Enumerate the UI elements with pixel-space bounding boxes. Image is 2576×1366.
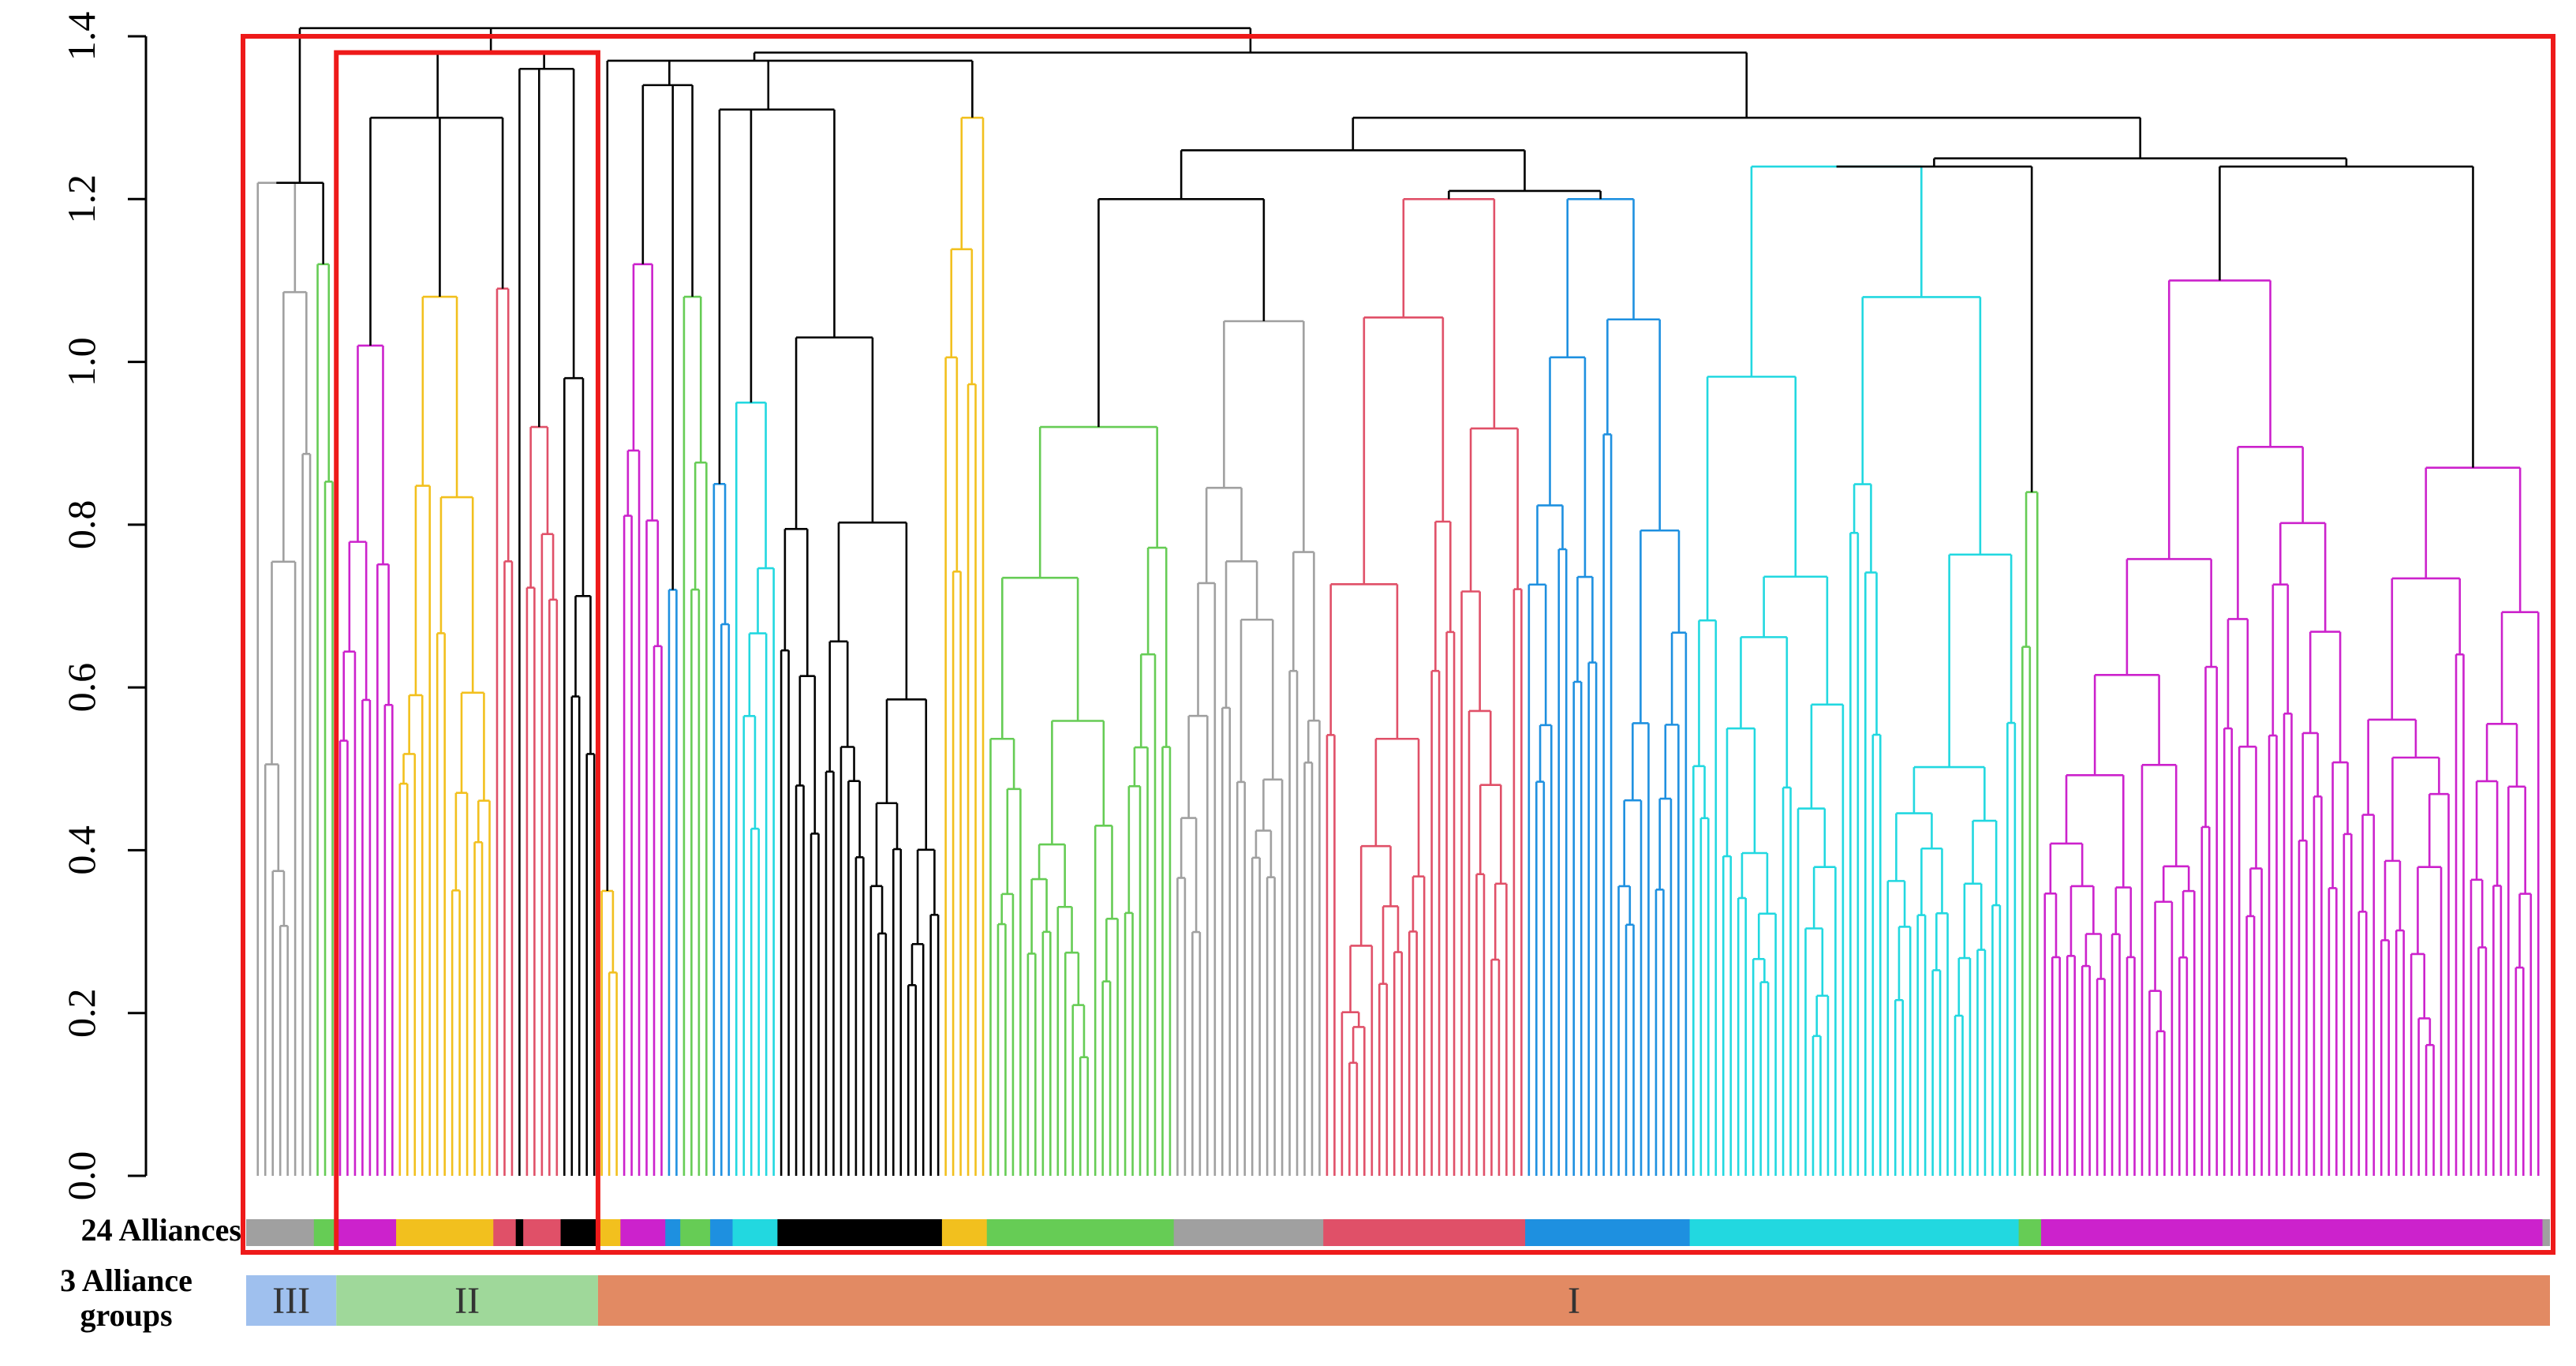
y-tick-label: 0.4 bbox=[59, 825, 103, 875]
alliance-segment bbox=[560, 1219, 599, 1246]
alliance-segment bbox=[777, 1219, 943, 1246]
alliance-group-label: II bbox=[454, 1280, 480, 1322]
y-tick-label: 0.8 bbox=[59, 500, 103, 550]
alliances-row-label: 24 Alliances bbox=[81, 1212, 241, 1248]
y-axis: 0.0 0.2 0.4 0.6 0.8 1.0 1.2 1.4 bbox=[59, 12, 148, 1201]
groups-row-label-line1: 3 Alliance bbox=[60, 1263, 193, 1298]
y-tick-label: 0.0 bbox=[59, 1151, 103, 1201]
alliance-segment bbox=[620, 1219, 666, 1246]
alliance-group-segment bbox=[597, 1275, 2550, 1326]
outer-box bbox=[241, 34, 2555, 1255]
alliance-segment bbox=[313, 1219, 337, 1246]
alliance-segment bbox=[1689, 1219, 2020, 1246]
alliance-segment bbox=[1323, 1219, 1526, 1246]
alliance-group-label: III bbox=[272, 1280, 310, 1322]
y-tick-label: 1.0 bbox=[59, 337, 103, 387]
alliance-segment bbox=[1525, 1219, 1691, 1246]
alliance-segment bbox=[493, 1219, 517, 1246]
alliance-segment bbox=[680, 1219, 711, 1246]
group-II-box bbox=[334, 50, 600, 1256]
alliance-group-segment bbox=[246, 1275, 337, 1326]
alliance-segment bbox=[2018, 1219, 2042, 1246]
y-tick-label: 1.4 bbox=[59, 12, 103, 62]
alliance-segment bbox=[2041, 1219, 2356, 1246]
groups-row-label-line2: groups bbox=[80, 1297, 172, 1333]
alliance-group-segment bbox=[336, 1275, 598, 1326]
y-tick-label: 1.2 bbox=[59, 174, 103, 223]
y-tick-label: 0.2 bbox=[59, 988, 103, 1038]
alliance-segment bbox=[597, 1219, 621, 1246]
alliance-segment bbox=[396, 1219, 494, 1246]
alliance-color-bar bbox=[246, 1219, 2550, 1246]
alliance-segment bbox=[523, 1219, 562, 1246]
alliance-group-label: I bbox=[1568, 1280, 1580, 1322]
alliance-segment bbox=[710, 1219, 734, 1246]
alliance-segment bbox=[254, 1219, 315, 1246]
alliance-group-bar: III II I bbox=[246, 1275, 2550, 1326]
alliance-segment bbox=[2355, 1219, 2543, 1246]
highlight-boxes bbox=[241, 34, 2555, 1256]
alliance-segment bbox=[986, 1219, 1175, 1246]
alliance-segment bbox=[941, 1219, 988, 1246]
alliance-segment bbox=[665, 1219, 681, 1246]
alliance-segment bbox=[732, 1219, 778, 1246]
y-tick-label: 0.6 bbox=[59, 663, 103, 713]
alliance-segment bbox=[336, 1219, 397, 1246]
dendrogram-tree bbox=[256, 27, 2540, 1176]
alliance-segment bbox=[515, 1219, 524, 1246]
alliance-segment bbox=[1173, 1219, 1324, 1246]
